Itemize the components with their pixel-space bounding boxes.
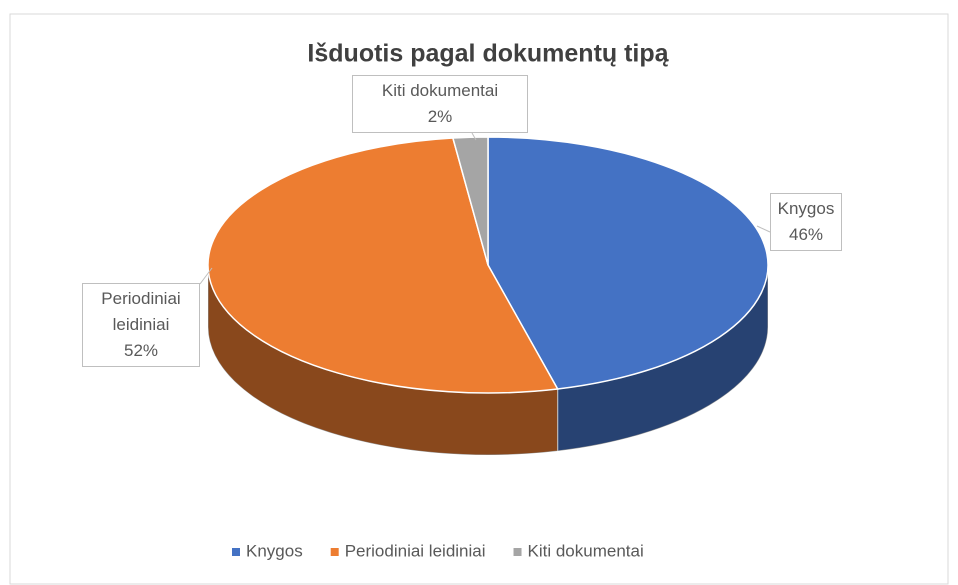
legend-swatch <box>513 548 522 556</box>
callout-category: Kiti dokumentai <box>381 81 499 100</box>
pie-slice <box>487 136 769 390</box>
data-callout: Kiti dokumentai 2% <box>352 75 528 133</box>
callout-category: Knygos <box>777 199 835 218</box>
legend-swatch <box>330 548 339 556</box>
data-label: 46% <box>788 225 824 244</box>
legend: Knygos Periodiniai leidiniai Kiti dokument… <box>232 541 644 560</box>
slice-side-shade <box>208 265 558 455</box>
legend-label: Periodiniai leidiniai <box>345 541 486 560</box>
data-callout: Periodiniai leidiniai 52% <box>82 283 200 367</box>
legend-label: Knygos <box>246 541 303 560</box>
legend-label: Kiti dokumentai <box>528 541 644 560</box>
pie <box>207 136 769 456</box>
legend-swatch <box>232 548 240 556</box>
leader-line <box>471 132 477 141</box>
pie-slice <box>451 136 489 266</box>
leader-line <box>199 267 213 285</box>
leader-line <box>756 225 771 233</box>
slice-side-shade <box>557 265 768 451</box>
callout-category: Periodiniai leidiniai <box>101 289 181 334</box>
data-label: 52% <box>123 341 159 360</box>
chart-title: Išduotis pagal dokumentų tipą <box>307 40 669 68</box>
data-callout: Knygos 46% <box>770 193 842 251</box>
data-label: 2% <box>427 107 453 126</box>
